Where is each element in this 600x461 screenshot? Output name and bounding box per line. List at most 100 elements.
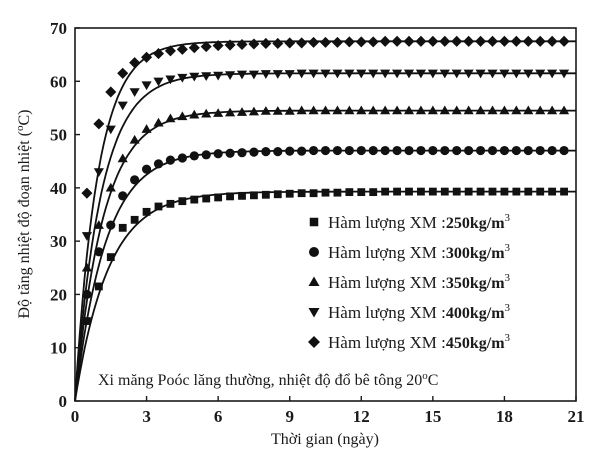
data-point-series-4 <box>105 125 116 135</box>
data-point-series-5 <box>117 67 129 79</box>
data-point-series-5 <box>212 40 224 52</box>
data-point-series-4 <box>117 101 128 111</box>
data-point-series-2 <box>404 145 414 156</box>
data-point-series-4 <box>499 69 510 79</box>
legend-marker-3 <box>308 276 320 286</box>
data-point-series-3 <box>236 107 248 116</box>
data-point-series-3 <box>535 105 546 115</box>
data-point-series-5 <box>152 48 165 60</box>
data-point-series-1 <box>381 187 390 196</box>
data-point-series-5 <box>188 42 200 54</box>
x-axis-ticks: 0 3 6 9 12 15 18 21 <box>71 396 585 426</box>
data-point-series-5 <box>355 36 367 48</box>
data-point-series-3 <box>225 107 236 117</box>
x-tick-label: 18 <box>496 407 513 426</box>
data-point-series-5 <box>81 187 93 199</box>
data-point-series-1 <box>321 188 330 197</box>
data-point-series-3 <box>415 105 426 115</box>
data-point-series-2 <box>213 149 223 159</box>
data-point-series-5 <box>451 35 463 47</box>
legend-entry-1: Hàm lượng XM :250kg/m3 <box>328 212 511 232</box>
data-point-series-1 <box>238 191 246 200</box>
data-point-series-3 <box>475 105 486 115</box>
legend-marker-1 <box>309 217 319 227</box>
data-point-series-5 <box>510 35 522 47</box>
y-tick-label: 0 <box>59 392 68 411</box>
legend-prefix: Hàm lượng XM : <box>328 333 446 352</box>
data-point-series-1 <box>226 192 234 201</box>
y-tick-label: 20 <box>50 285 67 304</box>
data-point-series-4 <box>475 69 486 79</box>
data-point-series-2 <box>452 145 462 156</box>
x-tick-label: 6 <box>214 407 223 426</box>
data-point-series-1 <box>512 187 521 196</box>
data-point-series-2 <box>356 145 366 156</box>
data-point-series-3 <box>439 105 450 115</box>
data-point-series-2 <box>285 146 295 156</box>
data-point-series-2 <box>535 145 545 156</box>
data-point-series-5 <box>296 37 308 49</box>
data-point-series-5 <box>403 35 415 47</box>
data-point-series-4 <box>189 72 200 82</box>
data-point-series-3 <box>141 124 152 133</box>
data-point-series-5 <box>498 35 510 47</box>
data-point-series-4 <box>463 69 474 79</box>
data-point-series-4 <box>225 71 236 80</box>
data-point-series-2 <box>523 145 533 156</box>
data-point-series-2 <box>249 147 259 157</box>
data-point-series-4 <box>213 71 224 81</box>
data-point-series-4 <box>523 69 534 79</box>
y-axis-label: Độ tăng nhiệt độ đoạn nhiệt (oC) <box>14 109 33 318</box>
data-point-series-5 <box>236 38 248 51</box>
data-point-series-5 <box>248 38 260 50</box>
data-point-series-3 <box>81 262 92 272</box>
data-point-series-2 <box>82 289 92 300</box>
data-point-series-1 <box>464 187 473 196</box>
data-point-series-5 <box>319 36 332 48</box>
data-point-series-3 <box>451 105 462 115</box>
data-point-series-2 <box>130 175 140 185</box>
legend-exponent: 3 <box>505 332 511 344</box>
data-point-series-4 <box>392 69 403 79</box>
y-tick-label: 70 <box>50 19 67 38</box>
data-point-series-5 <box>415 35 427 47</box>
data-point-series-2 <box>165 155 176 165</box>
data-point-series-3 <box>427 105 438 115</box>
data-point-series-5 <box>308 36 320 48</box>
data-point-series-3 <box>308 105 319 115</box>
data-point-series-1 <box>560 187 568 196</box>
data-point-series-5 <box>427 35 439 47</box>
data-point-series-4 <box>403 69 415 79</box>
data-point-series-3 <box>117 153 128 163</box>
data-point-series-5 <box>164 45 176 57</box>
data-point-series-2 <box>380 145 390 156</box>
legend-prefix: Hàm lượng XM : <box>328 243 446 262</box>
legend-exponent: 3 <box>505 212 511 224</box>
data-point-series-1 <box>202 194 211 203</box>
data-point-series-1 <box>297 189 306 198</box>
data-point-series-2 <box>201 150 211 160</box>
data-point-series-1 <box>500 187 509 196</box>
data-point-series-2 <box>332 145 343 156</box>
data-point-series-1 <box>357 188 366 197</box>
data-point-series-3 <box>213 108 224 117</box>
y-tick-label: 60 <box>50 72 67 91</box>
data-point-series-3 <box>272 106 283 115</box>
data-point-series-4 <box>368 69 379 79</box>
data-point-series-4 <box>547 69 558 79</box>
data-point-series-1 <box>333 188 342 197</box>
data-point-series-4 <box>559 69 570 79</box>
data-point-series-3 <box>463 105 474 115</box>
data-point-series-1 <box>405 187 413 196</box>
data-point-series-5 <box>129 57 141 69</box>
data-point-series-2 <box>559 145 569 156</box>
data-point-series-3 <box>296 105 307 115</box>
y-tick-label: 40 <box>50 179 67 198</box>
data-point-series-4 <box>177 73 188 83</box>
data-point-series-1 <box>130 215 139 224</box>
data-point-series-5 <box>343 36 355 48</box>
data-point-series-3 <box>260 106 271 115</box>
x-tick-label: 12 <box>353 407 370 426</box>
data-point-series-3 <box>189 109 200 119</box>
